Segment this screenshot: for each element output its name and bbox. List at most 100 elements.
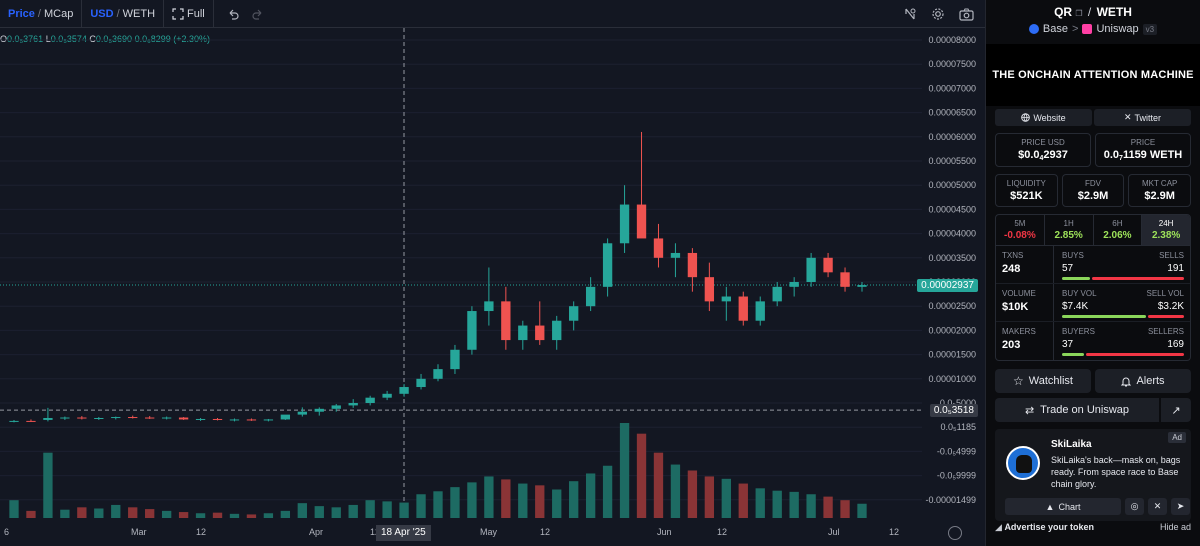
project-banner: THE ONCHAIN ATTENTION MACHINE (986, 44, 1200, 106)
weth-toggle[interactable]: WETH (122, 7, 156, 20)
sells-bar (1091, 277, 1184, 280)
price-axis-label: 0.0₅1185 (941, 422, 977, 432)
fdv-value: $2.9M (1077, 190, 1109, 202)
chain-name[interactable]: Base (1042, 23, 1068, 35)
mktcap-value: $2.9M (1144, 190, 1175, 202)
price-weth-box: PRICE 0.071159 WETH (1095, 133, 1191, 167)
price-toggle[interactable]: Price (8, 7, 35, 20)
watchlist-button[interactable]: ☆ Watchlist (995, 369, 1091, 393)
volume-row: VOLUME $10K BUY VOL SELL VOL $7.4K $3.2K (996, 284, 1190, 322)
candle-body (738, 296, 748, 321)
volume-bar (77, 507, 87, 518)
fullscreen-label: Full (187, 7, 205, 20)
tab-5m[interactable]: 5M -0.08% (996, 215, 1045, 245)
watchlist-label: Watchlist (1028, 375, 1073, 387)
alerts-button[interactable]: Alerts (1095, 369, 1191, 393)
volume-bar (602, 465, 613, 518)
price-mcap-toggle[interactable]: Price / MCap (0, 0, 83, 28)
external-link-button[interactable]: ↗ (1161, 398, 1191, 422)
price-axis-label: -0.0₅4999 (937, 446, 976, 456)
redo-icon[interactable] (247, 3, 269, 25)
candle-body (365, 397, 375, 403)
buyers-bar (1062, 353, 1084, 356)
alerts-label: Alerts (1136, 375, 1165, 387)
tab-6h[interactable]: 6H 2.06% (1094, 215, 1143, 245)
copy-icon[interactable]: ❐ (1075, 9, 1083, 18)
swap-icon: ⇄ (1024, 404, 1035, 417)
gear-icon[interactable] (927, 3, 949, 25)
candle-body (552, 320, 562, 341)
ad-chart-button[interactable]: ▲ Chart (1005, 498, 1121, 515)
chart-settings-icon[interactable] (948, 526, 962, 540)
dex-name[interactable]: Uniswap (1096, 23, 1139, 35)
undo-icon[interactable] (222, 3, 244, 25)
mcap-toggle[interactable]: MCap (43, 7, 74, 20)
volume-bar (263, 513, 274, 518)
price-usd-box: PRICE USD $0.042937 (995, 133, 1091, 167)
volume-bar (60, 509, 70, 518)
social-links: Website ✕ Twitter (995, 109, 1191, 126)
price-axis-label: 0.00004500 (928, 204, 976, 214)
ad-card[interactable]: Ad SkiLaika SkiLaika's back—mask on, bag… (995, 429, 1191, 521)
website-button[interactable]: Website (995, 109, 1092, 126)
liquidity-label: LIQUIDITY (1006, 179, 1046, 188)
ad-description: SkiLaika's back—mask on, bags ready. Fro… (1051, 455, 1181, 489)
pair-separator: / (1087, 5, 1092, 19)
candlestick-chart[interactable]: 0.00008000 0.00007500 0.00007000 0.00006500… (0, 28, 985, 546)
advertise-link[interactable]: ◢ Advertise your token (995, 522, 1094, 533)
volume-bar (365, 500, 375, 518)
ohlc-low: 0.0₅3574 (50, 34, 87, 44)
sells-label: SELLS (1159, 251, 1184, 260)
candle-body (212, 418, 223, 420)
time-axis-label: Apr (309, 527, 323, 537)
fullscreen-button[interactable]: Full (164, 0, 214, 28)
volume-bar (26, 510, 36, 518)
ad-tag: Ad (1168, 432, 1186, 443)
candle-body (43, 418, 53, 420)
dex-version-badge: v3 (1142, 23, 1158, 35)
volume-bar (297, 503, 307, 518)
chart-area[interactable]: Price / MCap USD / WETH Full (0, 0, 985, 546)
pair-title: QR ❐ / WETH (986, 5, 1200, 19)
candle-body (433, 369, 443, 379)
ad-telegram-button[interactable]: ➤ (1171, 498, 1190, 515)
time-axis-label: 12 (717, 527, 727, 537)
time-axis-label: Mar (131, 527, 147, 537)
tab-1h[interactable]: 1H 2.85% (1045, 215, 1094, 245)
trade-label: Trade on Uniswap (1040, 404, 1130, 416)
candle-body (111, 417, 121, 419)
price-axis-label: 0.00001000 (928, 374, 976, 384)
candle-body (60, 417, 70, 419)
ad-twitter-button[interactable]: ✕ (1148, 498, 1167, 515)
volume-bar (433, 491, 443, 518)
current-price-badge: 0.00002937 (917, 279, 978, 293)
sell-vol-value: $3.2K (1157, 301, 1184, 312)
fdv-box: FDV $2.9M (1061, 174, 1125, 207)
trade-on-uniswap-button[interactable]: ⇄ Trade on Uniswap (995, 398, 1159, 422)
usd-toggle[interactable]: USD (90, 7, 114, 20)
hide-ad-button[interactable]: Hide ad (1159, 522, 1191, 532)
candle-body (704, 277, 715, 302)
x-icon: ✕ (1123, 112, 1132, 122)
toggle-separator: / (37, 7, 41, 20)
price-axis-label: 0.00005000 (928, 180, 976, 190)
price-weth-zeros: 7 (1119, 155, 1123, 162)
ad-website-button[interactable]: ◎ (1125, 498, 1144, 515)
tab-24h[interactable]: 24H 2.38% (1142, 215, 1190, 245)
ohlc-open: 0.0₅3761 (7, 34, 44, 44)
time-axis-label: 6 (4, 527, 9, 537)
volume-bar (128, 507, 138, 518)
volume-bar (178, 512, 189, 518)
candle-body (94, 418, 104, 420)
reset-icon[interactable] (899, 3, 921, 25)
uniswap-icon (1082, 24, 1093, 34)
twitter-button[interactable]: ✕ Twitter (1094, 109, 1191, 126)
price-weth-value: 0.071159 WETH (1096, 149, 1190, 162)
price-usd-value: $0.042937 (996, 149, 1090, 162)
camera-icon[interactable] (955, 3, 977, 25)
candle-body (128, 417, 138, 419)
volume-bar (382, 501, 392, 518)
currency-toggle[interactable]: USD / WETH (82, 0, 165, 28)
volume-bar (670, 464, 681, 518)
volume-bars (9, 423, 867, 518)
